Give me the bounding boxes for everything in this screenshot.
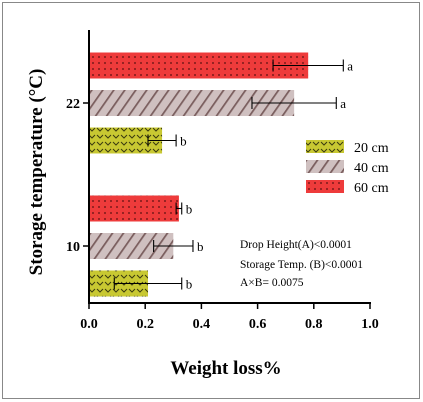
legend-swatch — [306, 180, 344, 193]
x-tick-label: 0.4 — [193, 317, 211, 332]
legend-label: 40 cm — [354, 161, 389, 176]
annotation-line: Drop Height(A)<0.0001 — [240, 239, 352, 251]
x-axis-label: Weight loss% — [170, 358, 281, 379]
bar-60cm-22 — [89, 52, 309, 79]
significance-label: b — [186, 277, 193, 292]
significance-label: b — [186, 202, 193, 217]
legend: 20 cm 40 cm 60 cm — [306, 140, 389, 196]
significance-label: a — [347, 59, 353, 74]
annotation-line: Storage Temp. (B)<0.0001 — [240, 259, 363, 271]
legend-label: 20 cm — [354, 141, 389, 156]
annotation-line: A×B= 0.0075 — [240, 277, 304, 289]
significance-label: b — [197, 239, 204, 254]
y-tick-label: 10 — [66, 240, 80, 255]
chart-frame — [2, 2, 420, 399]
significance-label: a — [340, 96, 346, 111]
axes-layer: 0.0 0.2 0.4 0.6 0.8 1.0 10 22 — [66, 30, 379, 332]
y-axis-label: Storage temperature (°C) — [26, 69, 47, 276]
x-tick-label: 1.0 — [361, 317, 379, 332]
legend-swatch — [306, 140, 344, 153]
x-tick-label: 0.8 — [305, 317, 323, 332]
x-tick-label: 0.6 — [249, 317, 267, 332]
bar-60cm-10 — [89, 195, 179, 222]
y-tick-label: 22 — [66, 97, 80, 112]
significance-label: b — [180, 134, 187, 149]
bars-layer: b b b b a a — [89, 52, 353, 297]
legend-swatch — [306, 160, 344, 173]
legend-label: 60 cm — [354, 181, 389, 196]
x-tick-label: 0.2 — [136, 317, 154, 332]
x-tick-label: 0.0 — [80, 317, 98, 332]
stats-annotation: Drop Height(A)<0.0001 Storage Temp. (B)<… — [240, 239, 363, 289]
